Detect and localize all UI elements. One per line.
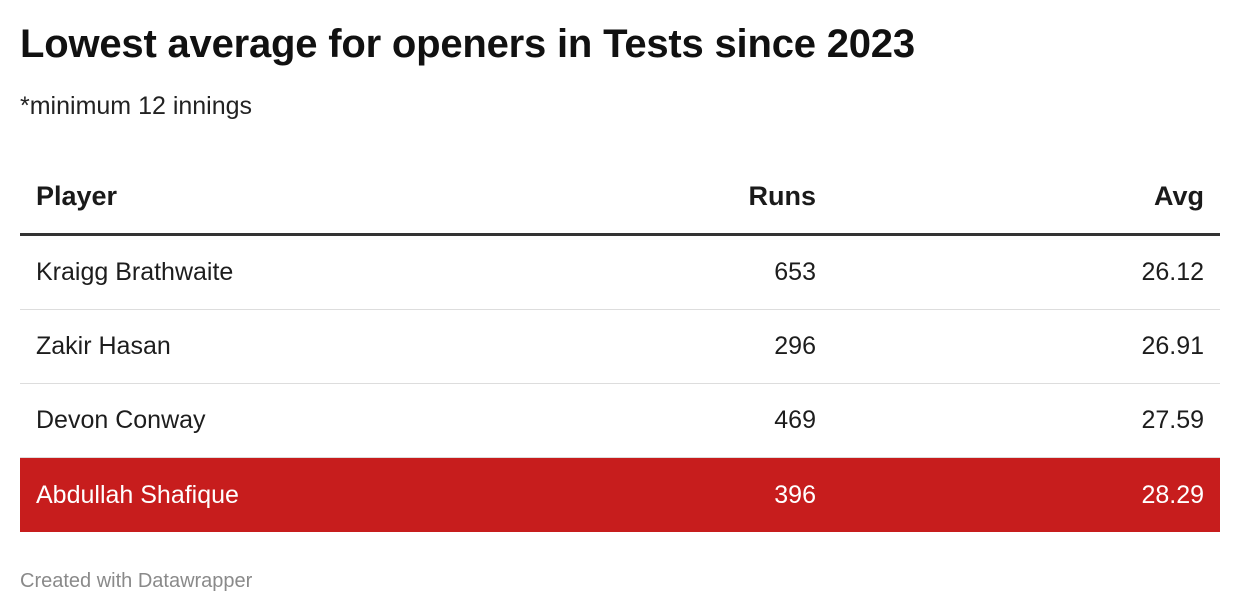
player-cell: Kraigg Brathwaite: [36, 258, 234, 286]
credit-footer: Created with Datawrapper: [20, 570, 253, 592]
avg-cell: 26.91: [1141, 332, 1204, 360]
column-header-avg[interactable]: Avg: [1153, 181, 1204, 211]
column-header-runs[interactable]: Runs: [748, 181, 817, 211]
runs-cell: 396: [774, 480, 816, 509]
table-row: Devon Conway 469 27.59: [20, 384, 1220, 458]
runs-cell: 296: [774, 332, 816, 360]
chart-title: Lowest average for openers in Tests sinc…: [20, 22, 915, 66]
table-row: Zakir Hasan 296 26.91: [20, 310, 1220, 384]
table-row: Abdullah Shafique 396 28.29: [20, 458, 1220, 532]
chart-subtitle: *minimum 12 innings: [20, 92, 253, 120]
column-header-player[interactable]: Player: [36, 181, 118, 211]
player-cell: Zakir Hasan: [36, 332, 171, 360]
player-cell: Devon Conway: [36, 406, 206, 434]
player-cell: Abdullah Shafique: [36, 480, 239, 509]
avg-cell: 28.29: [1141, 480, 1204, 509]
data-table: Player Runs Avg Kraigg Brathwaite 653 26…: [20, 160, 1220, 532]
runs-cell: 653: [774, 258, 816, 286]
avg-cell: 26.12: [1141, 258, 1204, 286]
table-header-row: Player Runs Avg: [20, 160, 1220, 236]
avg-cell: 27.59: [1141, 406, 1204, 434]
table-row: Kraigg Brathwaite 653 26.12: [20, 236, 1220, 310]
runs-cell: 469: [774, 406, 816, 434]
